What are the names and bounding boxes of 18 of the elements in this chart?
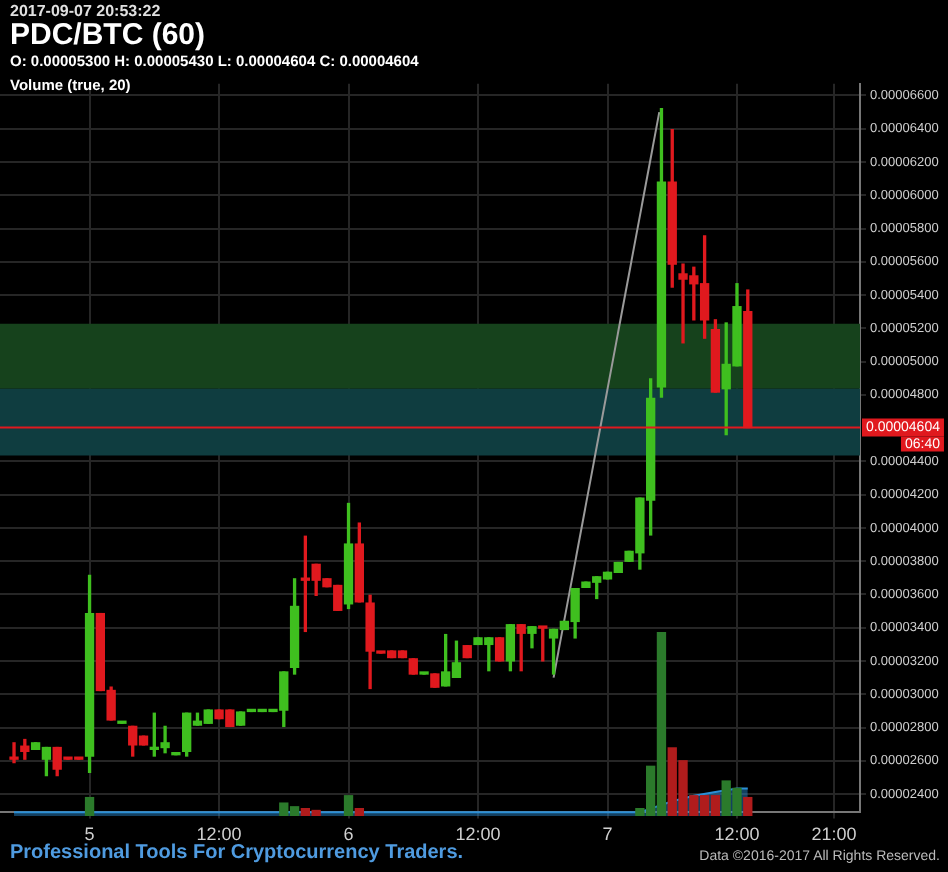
candlestick <box>408 658 418 675</box>
chart-title: PDC/BTC (60) <box>10 18 206 52</box>
candlestick <box>430 673 440 688</box>
candlestick <box>538 625 548 662</box>
chart-subtitle: 2017-09-07 20:53:22 <box>10 2 161 20</box>
text: Professional Tools For Cryptocurrency Traders. <box>10 842 464 864</box>
x-tick-label: 21:00 <box>811 824 857 845</box>
bar <box>84 796 95 816</box>
candlestick <box>494 637 505 662</box>
x-tick-label: 7 <box>602 824 613 845</box>
x-tick-label: 6 <box>343 824 354 845</box>
x-tick-label: 5 <box>84 824 95 845</box>
x-tick-label: 12:00 <box>714 824 760 845</box>
bar <box>354 807 364 816</box>
x-tick-label: 12:00 <box>196 824 242 845</box>
bar <box>743 796 753 816</box>
bar <box>343 795 354 816</box>
x-tick-label: 12:00 <box>455 824 501 845</box>
